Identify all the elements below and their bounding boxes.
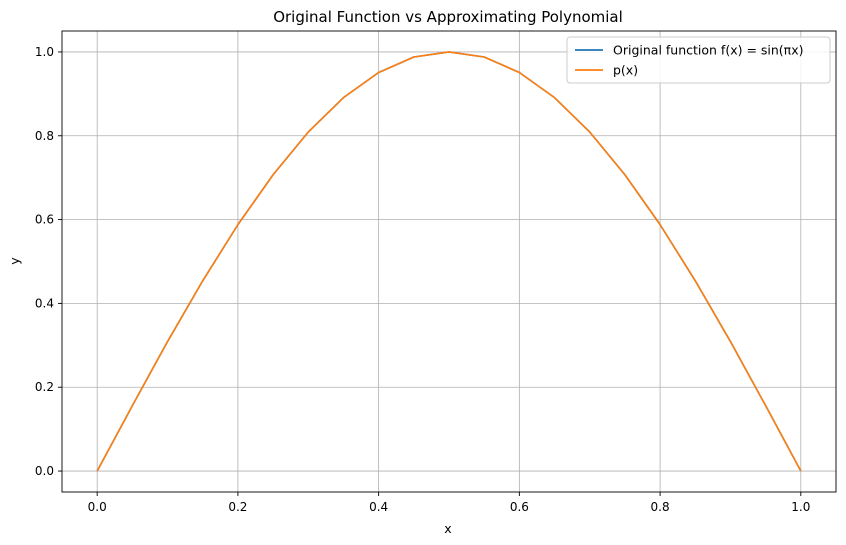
x-tick-label: 0.4 — [369, 500, 388, 514]
x-tick-label: 0.2 — [228, 500, 247, 514]
y-tick-label: 1.0 — [35, 45, 54, 59]
y-tick-label: 0.4 — [35, 296, 54, 310]
x-axis-label: x — [444, 521, 451, 536]
legend-box — [566, 36, 831, 84]
y-tick-label: 0.8 — [35, 129, 54, 143]
y-tick-label: 0.2 — [35, 380, 54, 394]
y-tick-label: 0.6 — [35, 213, 54, 227]
x-tick-label: 1.0 — [791, 500, 810, 514]
legend-label-2: p(x) — [613, 63, 638, 78]
series-line-1 — [96, 51, 802, 472]
x-tick-label: 0.6 — [510, 500, 529, 514]
y-axis-label: y — [7, 257, 22, 265]
chart-title: Original Function vs Approximating Polyn… — [273, 8, 623, 26]
x-axis: 0.0 0.2 0.4 0.6 0.8 1.0 — [88, 492, 810, 514]
legend-label-1: Original function f(x) = sin(πx) — [613, 43, 803, 58]
y-axis: 0.0 0.2 0.4 0.6 0.8 1.0 — [35, 45, 62, 478]
x-tick-label: 0.8 — [651, 500, 670, 514]
x-tick-label: 0.0 — [88, 500, 107, 514]
series-line-2 — [96, 51, 802, 472]
plot-frame — [61, 30, 837, 493]
y-tick-label: 0.0 — [35, 464, 54, 478]
legend: Original function f(x) = sin(πx) p(x) — [566, 36, 831, 84]
plot-area — [61, 30, 837, 493]
